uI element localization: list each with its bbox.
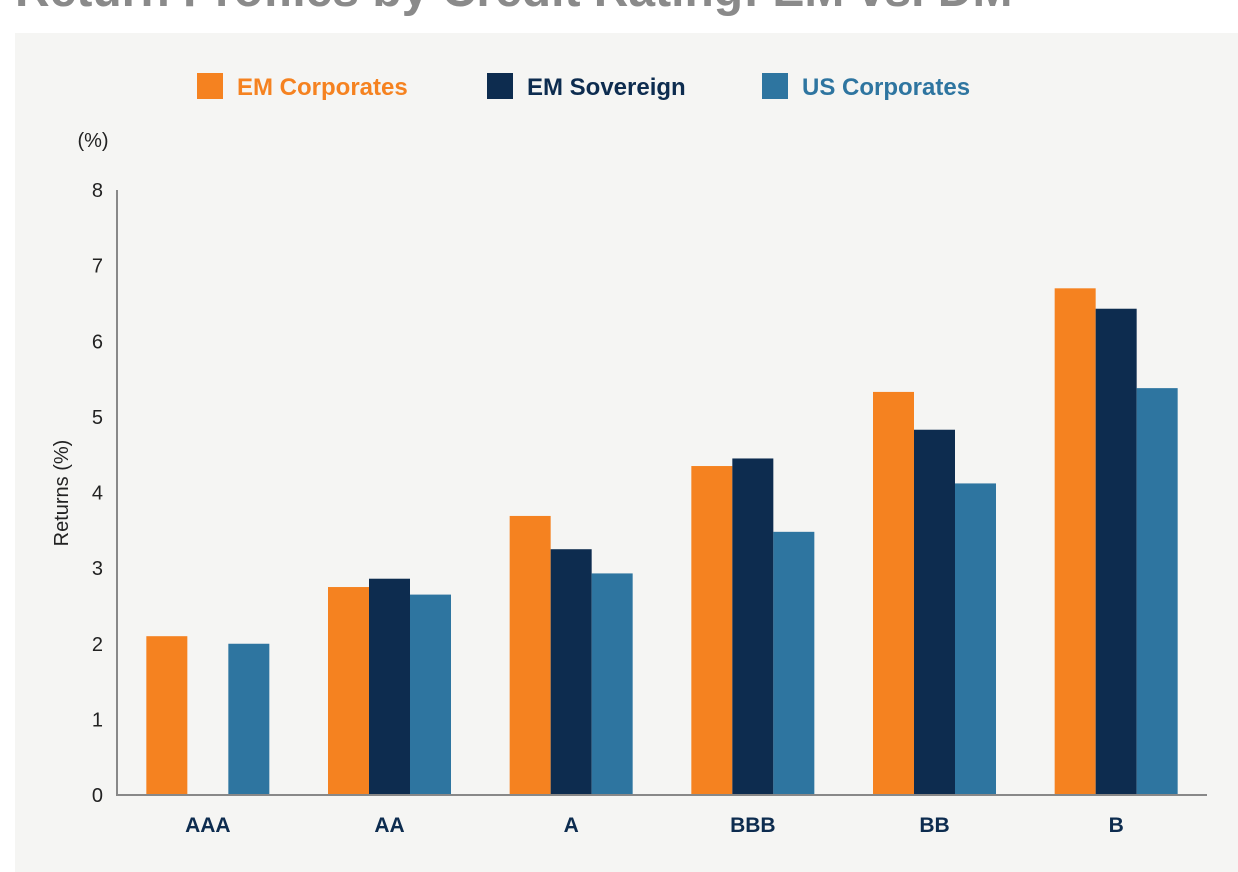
legend-swatch xyxy=(197,73,223,99)
bar xyxy=(1095,308,1137,795)
bar xyxy=(955,483,996,795)
x-tick-label: AA xyxy=(374,814,404,837)
bar xyxy=(228,643,270,795)
bar xyxy=(146,636,188,795)
y-tick-label: 2 xyxy=(92,634,103,656)
y-tick-label: 5 xyxy=(92,407,103,429)
x-tick-label: A xyxy=(564,814,579,837)
bar xyxy=(369,578,410,795)
bar xyxy=(1136,388,1178,795)
y-tick-label: 3 xyxy=(92,558,103,580)
bar xyxy=(691,466,733,795)
legend-swatch xyxy=(762,73,788,99)
y-tick-label: 1 xyxy=(92,709,103,731)
legend-label: EM Sovereign xyxy=(527,74,686,101)
x-tick-label: B xyxy=(1109,814,1124,837)
y-unit-label: (%) xyxy=(77,130,108,152)
bar xyxy=(1054,288,1096,795)
bar xyxy=(410,594,451,795)
legend-label: US Corporates xyxy=(802,74,970,101)
y-tick-label: 4 xyxy=(92,483,103,505)
y-tick-label: 0 xyxy=(92,785,103,807)
chart-title: Return Profiles by Credit Rating: EM vs.… xyxy=(15,0,1012,17)
bar xyxy=(873,391,914,795)
bar xyxy=(732,458,774,795)
legend-label: EM Corporates xyxy=(237,74,408,101)
y-axis-label: Returns (%) xyxy=(51,440,73,547)
y-tick-label: 6 xyxy=(92,331,103,353)
x-tick-label: BBB xyxy=(730,814,776,837)
bar xyxy=(328,587,369,795)
legend-swatch xyxy=(487,73,513,99)
x-tick-label: BB xyxy=(919,814,949,837)
bar xyxy=(773,531,815,795)
x-tick-label: AAA xyxy=(185,814,231,837)
bar xyxy=(914,429,955,795)
bar xyxy=(591,573,633,795)
y-tick-label: 8 xyxy=(92,180,103,202)
bar xyxy=(509,515,551,795)
y-tick-label: 7 xyxy=(92,256,103,278)
bar xyxy=(550,549,592,795)
